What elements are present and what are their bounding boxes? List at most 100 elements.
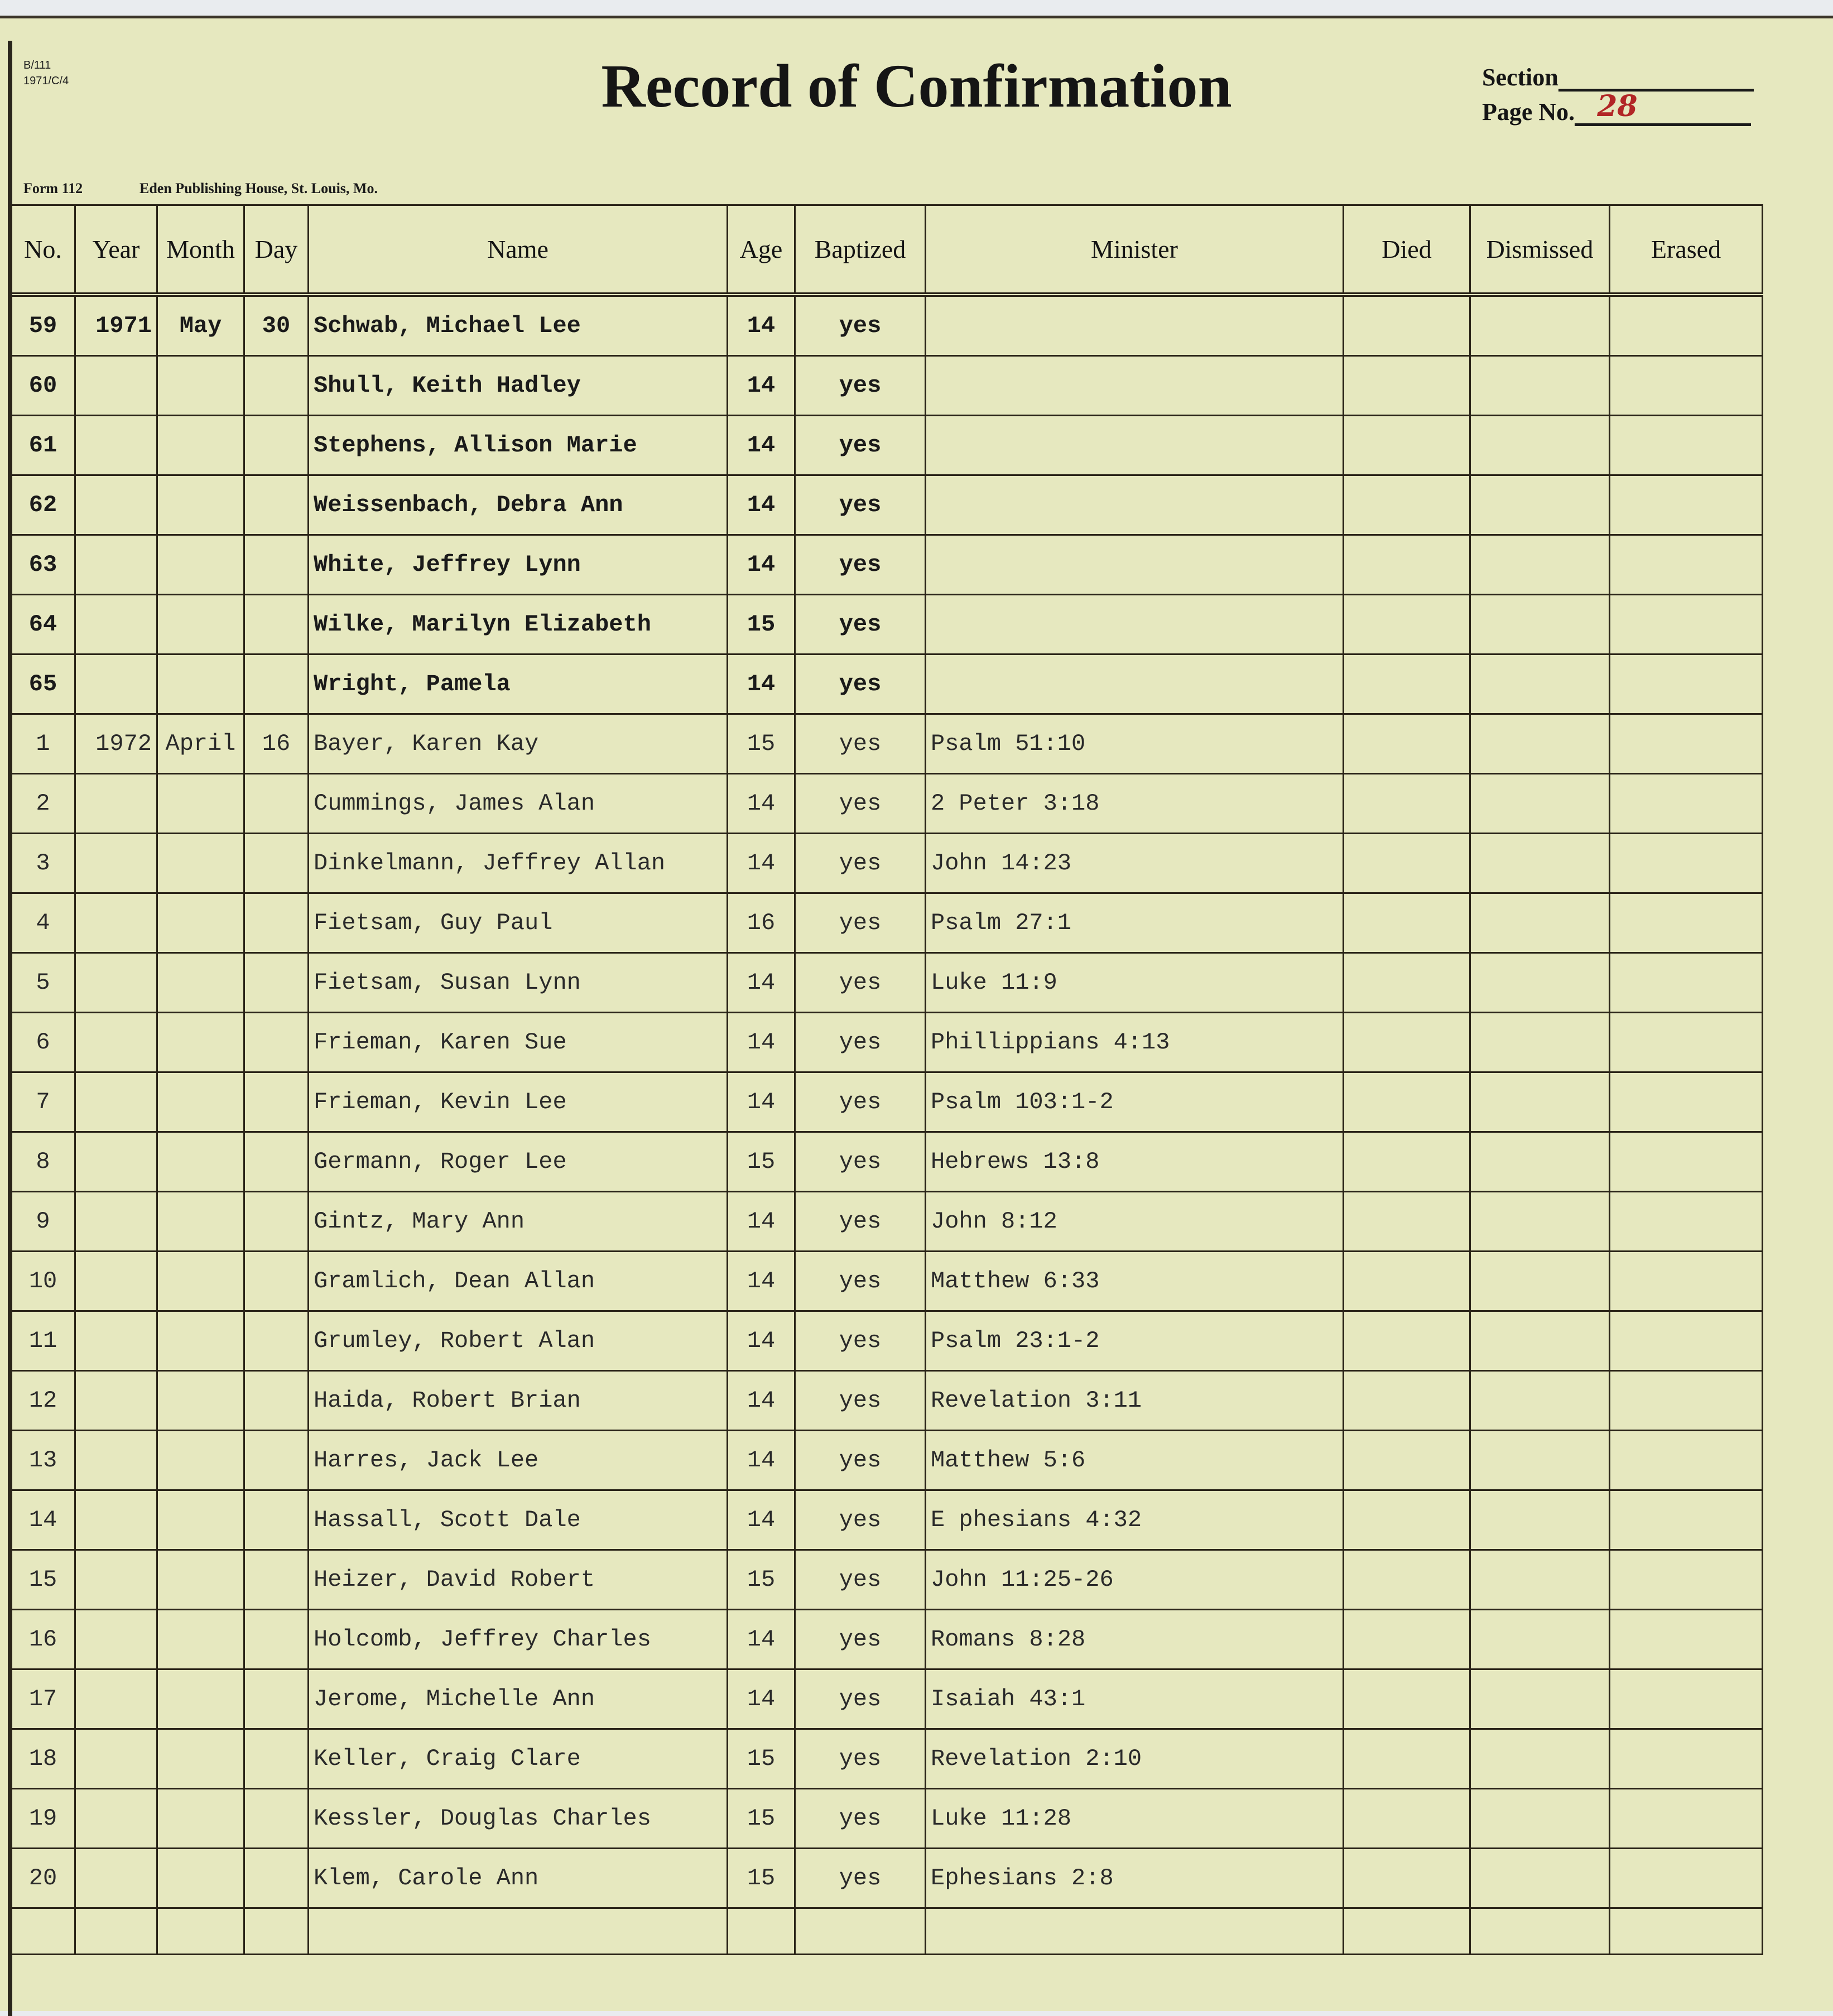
cell-baptized: yes [794, 1549, 926, 1610]
cell-year [74, 653, 158, 715]
cell-no: 13 [10, 1430, 76, 1491]
table-row: 7 Frieman, Kevin Lee 14 yes Psalm 103:1-2 [10, 1071, 1763, 1133]
cell-empty [1609, 1668, 1763, 1730]
cell-baptized: yes [794, 534, 926, 595]
cell-empty [1609, 1370, 1763, 1431]
cell-empty [1469, 534, 1610, 595]
cell-minister: Isaiah 43:1 [925, 1668, 1344, 1730]
cell-name: Hassall, Scott Dale [307, 1489, 728, 1551]
cell-year [74, 1847, 158, 1909]
cell-empty [1609, 474, 1763, 536]
cell-month [156, 833, 245, 894]
cell-year: 1971 [74, 294, 158, 357]
cell-empty [74, 1907, 158, 1955]
column-header: Name [307, 204, 728, 297]
table-row: 16 Holcomb, Jeffrey Charles 14 yes Romans 8:… [10, 1609, 1763, 1670]
cell-minister: Matthew 5:6 [925, 1430, 1344, 1491]
cell-empty [727, 1907, 796, 1955]
cell-name: Wright, Pamela [307, 653, 728, 715]
cell-no: 16 [10, 1609, 76, 1670]
cell-day [243, 1489, 309, 1551]
cell-minister: Revelation 2:10 [925, 1728, 1344, 1789]
table-row: 17 Jerome, Michelle Ann 14 yes Isaiah 43:1 [10, 1668, 1763, 1730]
cell-empty [1609, 1549, 1763, 1610]
cell-empty [1343, 534, 1471, 595]
cell-age: 15 [727, 1788, 796, 1849]
cell-empty [1469, 653, 1610, 715]
cell-year [74, 1728, 158, 1789]
table-row: 63 White, Jeffrey Lynn 14 yes [10, 534, 1763, 595]
cell-year [74, 1310, 158, 1372]
cell-empty [1469, 415, 1610, 476]
cell-empty [1469, 892, 1610, 954]
cell-no: 10 [10, 1250, 76, 1312]
cell-empty [1343, 892, 1471, 954]
cell-no: 65 [10, 653, 76, 715]
cell-empty [307, 1907, 728, 1955]
cell-year [74, 773, 158, 834]
cell-age: 14 [727, 1370, 796, 1431]
archive-reference: B/111 1971/C/4 [23, 57, 69, 89]
cell-day [243, 474, 309, 536]
cell-empty [1469, 1668, 1610, 1730]
cell-day [243, 1728, 309, 1789]
cell-baptized: yes [794, 773, 926, 834]
cell-empty [1609, 1728, 1763, 1789]
column-header: Minister [925, 204, 1344, 297]
table-row: 9 Gintz, Mary Ann 14 yes John 8:12 [10, 1191, 1763, 1252]
cell-no: 6 [10, 1012, 76, 1073]
cell-name: Haida, Robert Brian [307, 1370, 728, 1431]
table-row: 12 Haida, Robert Brian 14 yes Revelation 3:1… [10, 1370, 1763, 1431]
cell-no: 19 [10, 1788, 76, 1849]
cell-empty [243, 1907, 309, 1955]
cell-minister: Luke 11:28 [925, 1788, 1344, 1849]
cell-year [74, 952, 158, 1013]
cell-empty [1343, 713, 1471, 774]
cell-month [156, 594, 245, 655]
cell-empty [1343, 1788, 1471, 1849]
cell-month: April [156, 713, 245, 774]
cell-no: 20 [10, 1847, 76, 1909]
cell-day [243, 415, 309, 476]
cell-name: Jerome, Michelle Ann [307, 1668, 728, 1730]
cell-age: 14 [727, 1668, 796, 1730]
cell-empty [1609, 1012, 1763, 1073]
cell-day [243, 653, 309, 715]
cell-month [156, 773, 245, 834]
cell-baptized: yes [794, 1071, 926, 1133]
cell-empty [1343, 1310, 1471, 1372]
cell-empty [1343, 1609, 1471, 1670]
header-row: No. Year Month Day Name Age Baptized Minister Di… [10, 204, 1763, 297]
cell-age: 15 [727, 1131, 796, 1192]
cell-baptized: yes [794, 1609, 926, 1670]
cell-no: 62 [10, 474, 76, 536]
empty-row [10, 1907, 1763, 1955]
column-header: Day [243, 204, 309, 297]
cell-age: 15 [727, 594, 796, 655]
cell-age: 15 [727, 1728, 796, 1789]
cell-empty [1609, 653, 1763, 715]
cell-minister: Psalm 51:10 [925, 713, 1344, 774]
cell-empty [1609, 773, 1763, 834]
cell-empty [1609, 534, 1763, 595]
cell-name: Harres, Jack Lee [307, 1430, 728, 1491]
cell-no: 14 [10, 1489, 76, 1551]
cell-no: 1 [10, 713, 76, 774]
cell-name: Wilke, Marilyn Elizabeth [307, 594, 728, 655]
cell-day [243, 1847, 309, 1909]
cell-year [74, 1012, 158, 1073]
cell-empty [1343, 1071, 1471, 1133]
page-number-field: Page No. 28 [1482, 89, 1752, 126]
cell-empty [1609, 833, 1763, 894]
cell-month [156, 653, 245, 715]
cell-minister [925, 355, 1344, 416]
cell-empty [1469, 1131, 1610, 1192]
cell-baptized: yes [794, 1012, 926, 1073]
cell-age: 14 [727, 415, 796, 476]
cell-name: Fietsam, Susan Lynn [307, 952, 728, 1013]
cell-no: 7 [10, 1071, 76, 1133]
cell-no: 64 [10, 594, 76, 655]
cell-baptized: yes [794, 653, 926, 715]
cell-empty [1609, 1847, 1763, 1909]
cell-empty [1609, 952, 1763, 1013]
